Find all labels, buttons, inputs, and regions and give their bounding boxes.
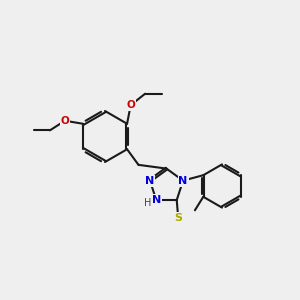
Text: S: S — [174, 213, 182, 223]
Text: O: O — [61, 116, 69, 126]
Text: N: N — [152, 195, 161, 205]
Text: N: N — [145, 176, 154, 186]
Text: N: N — [178, 176, 188, 186]
Text: O: O — [126, 100, 135, 110]
Text: H: H — [144, 198, 151, 208]
